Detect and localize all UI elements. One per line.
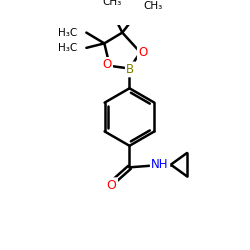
Text: O: O [102,58,112,71]
Text: CH₃: CH₃ [102,0,121,8]
Text: O: O [138,46,147,59]
Text: H₃C: H₃C [58,43,78,53]
Text: B: B [126,63,134,76]
Text: NH: NH [151,158,169,171]
Text: H₃C: H₃C [58,28,78,38]
Text: CH₃: CH₃ [144,1,163,11]
Text: O: O [106,179,117,192]
